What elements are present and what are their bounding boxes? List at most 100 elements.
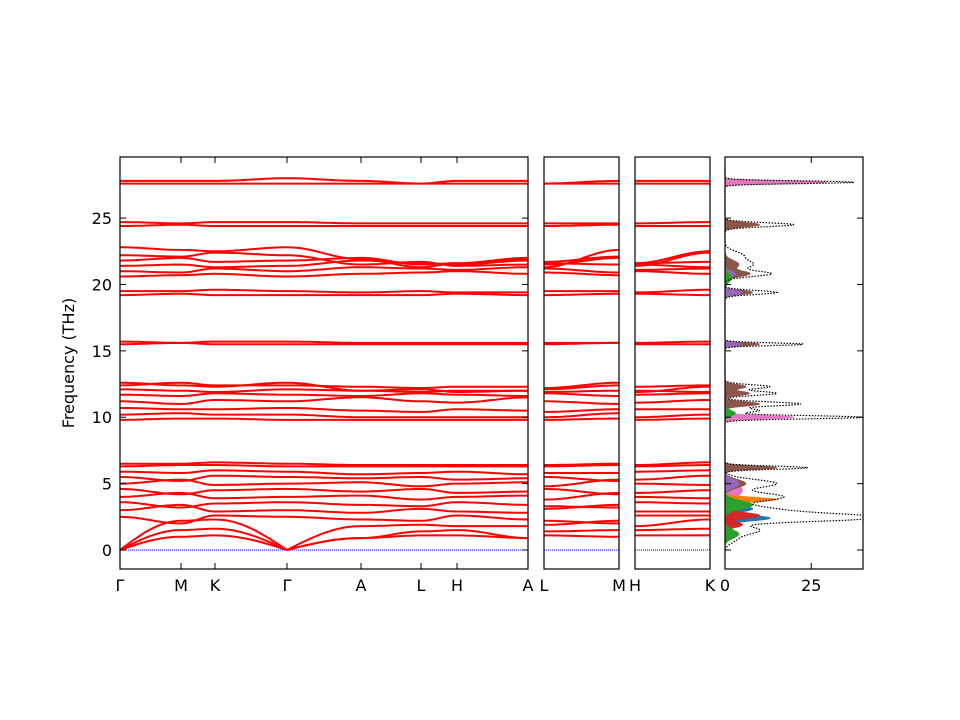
y-tick-label: 10 [92,408,112,427]
band-line-13 [544,417,619,421]
band-line-9 [635,474,710,481]
band-line-25 [120,270,528,278]
band-line-14 [544,412,619,419]
band-line-0 [544,534,619,538]
band-line-28 [544,256,619,266]
band-line-19 [543,384,619,391]
x-tick-label: M [612,576,626,595]
band-line-1 [544,529,619,533]
band-line-31 [120,223,528,227]
band-line-29 [634,251,711,267]
band-line-17 [120,392,528,397]
band-line-3 [544,519,620,525]
band-line-32 [120,221,528,225]
band-line-0 [119,534,529,552]
x-tick-label: M [174,576,188,595]
band-line-23 [544,292,619,297]
panel-frame-1 [543,156,620,570]
band-line-20 [120,381,528,389]
band-line-7 [635,489,710,494]
x-tick-label: H [451,576,463,595]
band-line-1 [635,527,710,532]
band-line-7 [543,487,619,496]
band-line-11 [120,464,528,468]
band-line-9 [544,476,620,482]
band-line-18 [120,388,528,393]
band-line-18 [544,389,619,393]
band-line-11 [544,464,619,468]
band-line-12 [635,461,710,466]
band-line-22 [120,340,528,344]
band-line-17 [635,392,710,396]
y-axis-label: Frequency (THz) [59,298,78,428]
panel-frame-2 [634,156,711,570]
band-line-8 [635,482,711,486]
panel-frame-0 [119,156,529,570]
band-line-12 [544,462,619,466]
total-dos-line [724,165,864,551]
band-line-24 [120,288,528,294]
band-line-4 [119,503,528,514]
band-line-31 [544,223,619,227]
x-tick-label: A [356,576,367,595]
band-line-20 [544,381,619,389]
band-line-34 [543,179,619,185]
band-line-6 [635,495,710,500]
y-tick-label: 20 [92,275,112,294]
x-tick-label: K [705,576,716,595]
band-line-25 [544,271,619,277]
band-line-2 [119,518,528,552]
band-line-15 [544,408,619,413]
y-tick-label: 25 [92,209,112,228]
band-line-17 [543,392,619,397]
band-line-13 [120,417,528,421]
band-line-26 [635,267,710,271]
band-line-30 [543,248,620,269]
x-tick-label: L [540,576,549,595]
x-tick-label: A [523,576,534,595]
band-line-19 [635,385,710,393]
band-line-32 [635,221,710,225]
x-tick-label: Γ [283,576,292,595]
band-line-2 [635,518,710,528]
band-line-1 [119,527,529,552]
band-line-12 [120,461,528,466]
band-line-26 [543,267,619,274]
dos-x-tick-label: 0 [720,576,730,595]
band-line-20 [635,384,710,388]
band-line-23 [635,292,710,297]
band-line-34 [120,177,528,185]
x-tick-label: K [210,576,221,595]
band-line-3 [119,514,528,525]
band-line-7 [119,487,528,496]
band-line-14 [635,413,710,419]
band-line-24 [635,288,710,294]
band-line-16 [635,399,710,404]
y-tick-label: 5 [102,475,112,494]
band-line-11 [635,464,710,468]
band-line-16 [120,396,529,406]
band-line-22 [635,340,710,344]
band-line-9 [120,474,528,483]
x-tick-label: H [629,576,641,595]
band-line-10 [120,469,528,476]
band-line-16 [544,400,620,405]
band-line-30 [634,250,710,265]
band-line-26 [120,266,528,274]
band-line-15 [119,406,528,413]
band-line-29 [120,251,529,267]
band-line-5 [635,501,710,505]
x-tick-label: Γ [116,576,125,595]
band-line-25 [635,270,710,275]
band-line-14 [120,412,528,419]
y-tick-label: 0 [102,541,112,560]
band-line-10 [635,469,711,473]
band-line-5 [544,505,619,509]
band-line-30 [120,246,529,269]
band-line-23 [120,292,528,297]
band-line-13 [635,417,710,421]
y-tick-label: 15 [92,342,112,361]
band-line-5 [120,501,528,509]
dos-panel-frame [724,156,864,570]
